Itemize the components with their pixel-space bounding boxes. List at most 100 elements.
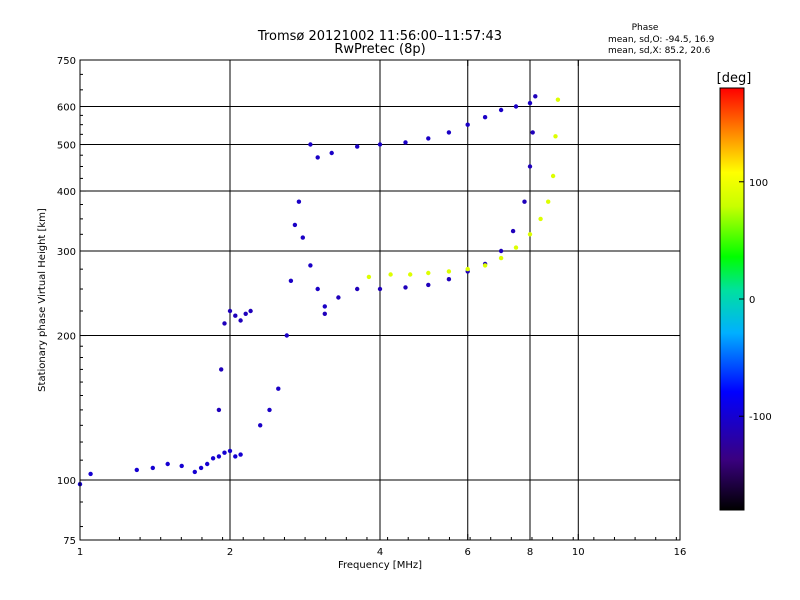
y-tick-label: 750 bbox=[57, 56, 76, 67]
data-point bbox=[527, 100, 533, 106]
data-point bbox=[315, 155, 320, 160]
chart-title: Tromsø 20121002 11:56:00–11:57:43 bbox=[257, 29, 502, 44]
data-point bbox=[426, 282, 431, 288]
data-point bbox=[403, 285, 408, 290]
data-point bbox=[192, 469, 197, 475]
y-tick-label: 600 bbox=[57, 103, 76, 114]
data-point bbox=[498, 107, 504, 113]
data-point bbox=[403, 140, 408, 145]
data-point bbox=[227, 308, 233, 314]
data-point bbox=[216, 454, 222, 459]
data-point bbox=[134, 467, 139, 473]
data-point bbox=[88, 471, 93, 477]
data-point bbox=[355, 144, 360, 149]
data-point bbox=[446, 130, 452, 135]
x-tick-label: 6 bbox=[465, 547, 471, 558]
data-point bbox=[315, 286, 320, 292]
x-tick-label: 4 bbox=[377, 547, 383, 558]
axis-ticks: 1 2 4 6 8 10 16 75 100 200 300 400 500 600 750 bbox=[57, 56, 686, 558]
colorbar-tick-label: -100 bbox=[749, 412, 772, 423]
data-point bbox=[222, 321, 227, 326]
data-point bbox=[530, 130, 535, 135]
data-point bbox=[355, 286, 360, 292]
data-point bbox=[205, 461, 210, 467]
data-point bbox=[216, 407, 222, 413]
data-point bbox=[513, 104, 519, 109]
colorbar-label: [deg] bbox=[717, 71, 752, 86]
data-point bbox=[555, 97, 561, 102]
data-point bbox=[446, 277, 452, 282]
chart-subtitle: RwPretec (8p) bbox=[334, 42, 425, 57]
data-point bbox=[296, 199, 302, 204]
data-point bbox=[300, 235, 305, 240]
y-tick-label: 400 bbox=[57, 187, 76, 198]
x-tick-label: 2 bbox=[227, 547, 233, 558]
data-point bbox=[527, 232, 533, 237]
data-point bbox=[233, 454, 238, 459]
data-point bbox=[388, 272, 393, 277]
data-point bbox=[553, 134, 558, 139]
data-point bbox=[238, 318, 243, 323]
stats-heading: Phase bbox=[632, 23, 659, 33]
data-point bbox=[550, 173, 556, 179]
data-point bbox=[377, 286, 383, 292]
data-point bbox=[233, 313, 238, 318]
data-point bbox=[179, 463, 184, 469]
data-point bbox=[222, 450, 227, 455]
data-point bbox=[276, 386, 281, 391]
data-point bbox=[308, 142, 313, 147]
colorbar-ticks: 100 0 -100 bbox=[739, 178, 772, 423]
data-point bbox=[510, 228, 516, 234]
data-point bbox=[482, 115, 488, 120]
data-point bbox=[336, 295, 341, 300]
x-tick-label: 1 bbox=[77, 547, 83, 558]
data-point bbox=[292, 222, 298, 228]
y-tick-label: 500 bbox=[57, 141, 76, 152]
data-point bbox=[522, 199, 527, 204]
data-point bbox=[527, 164, 533, 169]
data-point bbox=[248, 308, 253, 314]
grid-lines bbox=[80, 60, 680, 540]
data-point bbox=[210, 456, 216, 461]
data-point bbox=[284, 333, 289, 338]
data-point bbox=[150, 465, 155, 471]
data-point bbox=[219, 367, 224, 372]
data-point bbox=[198, 465, 204, 471]
data-point bbox=[329, 150, 334, 156]
data-point bbox=[267, 407, 272, 413]
data-point bbox=[482, 263, 488, 268]
data-point bbox=[513, 245, 519, 250]
x-tick-label: 8 bbox=[527, 547, 533, 558]
data-point bbox=[308, 263, 313, 268]
data-point bbox=[546, 199, 551, 204]
data-point bbox=[446, 269, 452, 274]
data-point bbox=[465, 122, 470, 127]
y-axis-label: Stationary phase Virtual Height [km] bbox=[37, 208, 48, 392]
data-point bbox=[498, 248, 504, 254]
stats-o-line: mean, sd,O: -94.5, 16.9 bbox=[608, 35, 715, 45]
data-point bbox=[243, 311, 248, 316]
data-point bbox=[465, 266, 470, 272]
data-point bbox=[165, 461, 170, 467]
data-point bbox=[322, 311, 327, 316]
x-tick-label: 10 bbox=[572, 547, 585, 558]
x-tick-label: 16 bbox=[674, 547, 687, 558]
data-points bbox=[77, 94, 561, 487]
x-axis-label: Frequency [MHz] bbox=[338, 560, 422, 571]
data-point bbox=[227, 448, 233, 454]
data-point bbox=[498, 255, 504, 261]
colorbar-tick-label: 0 bbox=[749, 295, 755, 306]
y-tick-label: 100 bbox=[57, 476, 76, 487]
stats-x-line: mean, sd,X: 85.2, 20.6 bbox=[608, 46, 711, 56]
y-tick-label: 300 bbox=[57, 247, 76, 258]
data-point bbox=[258, 423, 263, 428]
data-point bbox=[288, 278, 294, 283]
data-point bbox=[408, 272, 413, 277]
y-tick-label: 200 bbox=[57, 332, 76, 343]
data-point bbox=[538, 216, 543, 222]
data-point bbox=[533, 94, 538, 99]
data-point bbox=[426, 270, 431, 276]
colorbar-tick-label: 100 bbox=[749, 178, 768, 189]
data-point bbox=[377, 142, 383, 147]
